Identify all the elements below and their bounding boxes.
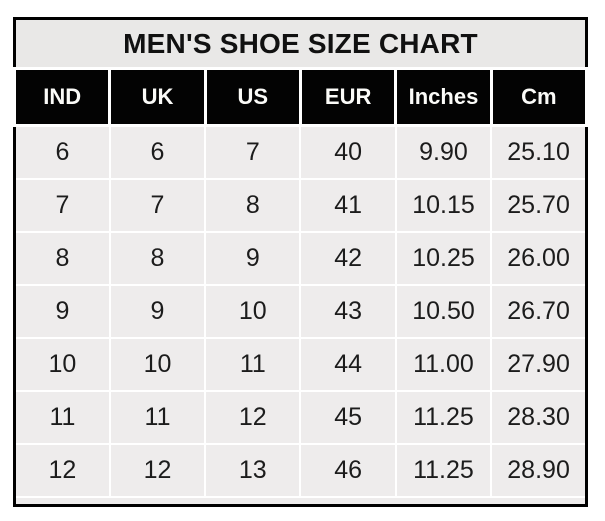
table-cell: 10 <box>204 284 302 339</box>
table-row: 7 7 8 41 10.15 25.70 <box>13 178 588 233</box>
table-cell: 10.15 <box>394 178 493 233</box>
col-header-us: US <box>203 67 302 127</box>
table-row: 12 12 13 46 11.25 28.90 <box>13 443 588 498</box>
table-cell: 11.25 <box>394 443 493 498</box>
table-cell: 26.00 <box>490 231 588 286</box>
table-row: 9 9 10 43 10.50 26.70 <box>13 284 588 339</box>
table-cell: 7 <box>204 124 302 180</box>
table-cell: 40 <box>299 124 397 180</box>
table-head: MEN'S SHOE SIZE CHART IND UK US EUR Inch… <box>12 17 589 127</box>
col-header-ind: IND <box>12 67 112 127</box>
table-cell: 26.70 <box>490 284 588 339</box>
table-cell: 25.70 <box>490 178 588 233</box>
page-title: MEN'S SHOE SIZE CHART <box>13 17 588 70</box>
table-cell: 28.90 <box>490 443 588 498</box>
table-cell: 27.90 <box>490 337 588 392</box>
table-cell: 8 <box>13 231 111 286</box>
table-body: 6 6 7 40 9.90 25.10 7 7 8 41 10.15 25.70… <box>13 124 588 507</box>
bottom-spacer-row <box>13 496 588 507</box>
page: MEN'S SHOE SIZE CHART IND UK US EUR Inch… <box>0 17 605 521</box>
shoe-size-chart-table: MEN'S SHOE SIZE CHART IND UK US EUR Inch… <box>12 17 589 507</box>
table-cell: 46 <box>299 443 397 498</box>
table-row: 11 11 12 45 11.25 28.30 <box>13 390 588 445</box>
table-cell: 6 <box>13 124 111 180</box>
table-cell: 12 <box>13 443 111 498</box>
table-cell: 11 <box>204 337 302 392</box>
table-cell: 10 <box>108 337 207 392</box>
col-header-inches: Inches <box>394 67 493 127</box>
table-cell: 11 <box>108 390 207 445</box>
table-cell: 44 <box>299 337 397 392</box>
table-cell: 41 <box>299 178 397 233</box>
table-row: 6 6 7 40 9.90 25.10 <box>13 124 588 180</box>
column-header-row: IND UK US EUR Inches Cm <box>12 67 589 127</box>
table-cell: 28.30 <box>490 390 588 445</box>
table-cell: 8 <box>204 178 302 233</box>
table-row: 8 8 9 42 10.25 26.00 <box>13 231 588 286</box>
table-cell: 11.00 <box>394 337 493 392</box>
table-cell: 11 <box>13 390 111 445</box>
col-header-cm: Cm <box>489 67 589 127</box>
table-cell: 7 <box>108 178 207 233</box>
table-cell: 9.90 <box>394 124 493 180</box>
table-cell: 45 <box>299 390 397 445</box>
table-cell: 10 <box>13 337 111 392</box>
table-row: 10 10 11 44 11.00 27.90 <box>13 337 588 392</box>
col-header-uk: UK <box>108 67 207 127</box>
table-cell: 9 <box>108 284 207 339</box>
table-cell: 12 <box>108 443 207 498</box>
table-cell: 9 <box>13 284 111 339</box>
table-cell: 6 <box>108 124 207 180</box>
col-header-eur: EUR <box>298 67 398 127</box>
table-cell: 10.25 <box>394 231 493 286</box>
table-cell: 7 <box>13 178 111 233</box>
table-cell: 43 <box>299 284 397 339</box>
table-cell: 9 <box>204 231 302 286</box>
table-cell: 13 <box>204 443 302 498</box>
spacer-cell <box>13 496 588 507</box>
title-row: MEN'S SHOE SIZE CHART <box>13 17 588 70</box>
table-cell: 11.25 <box>394 390 493 445</box>
table-cell: 10.50 <box>394 284 493 339</box>
table-cell: 8 <box>108 231 207 286</box>
table-cell: 12 <box>204 390 302 445</box>
table-cell: 42 <box>299 231 397 286</box>
table-cell: 25.10 <box>490 124 588 180</box>
